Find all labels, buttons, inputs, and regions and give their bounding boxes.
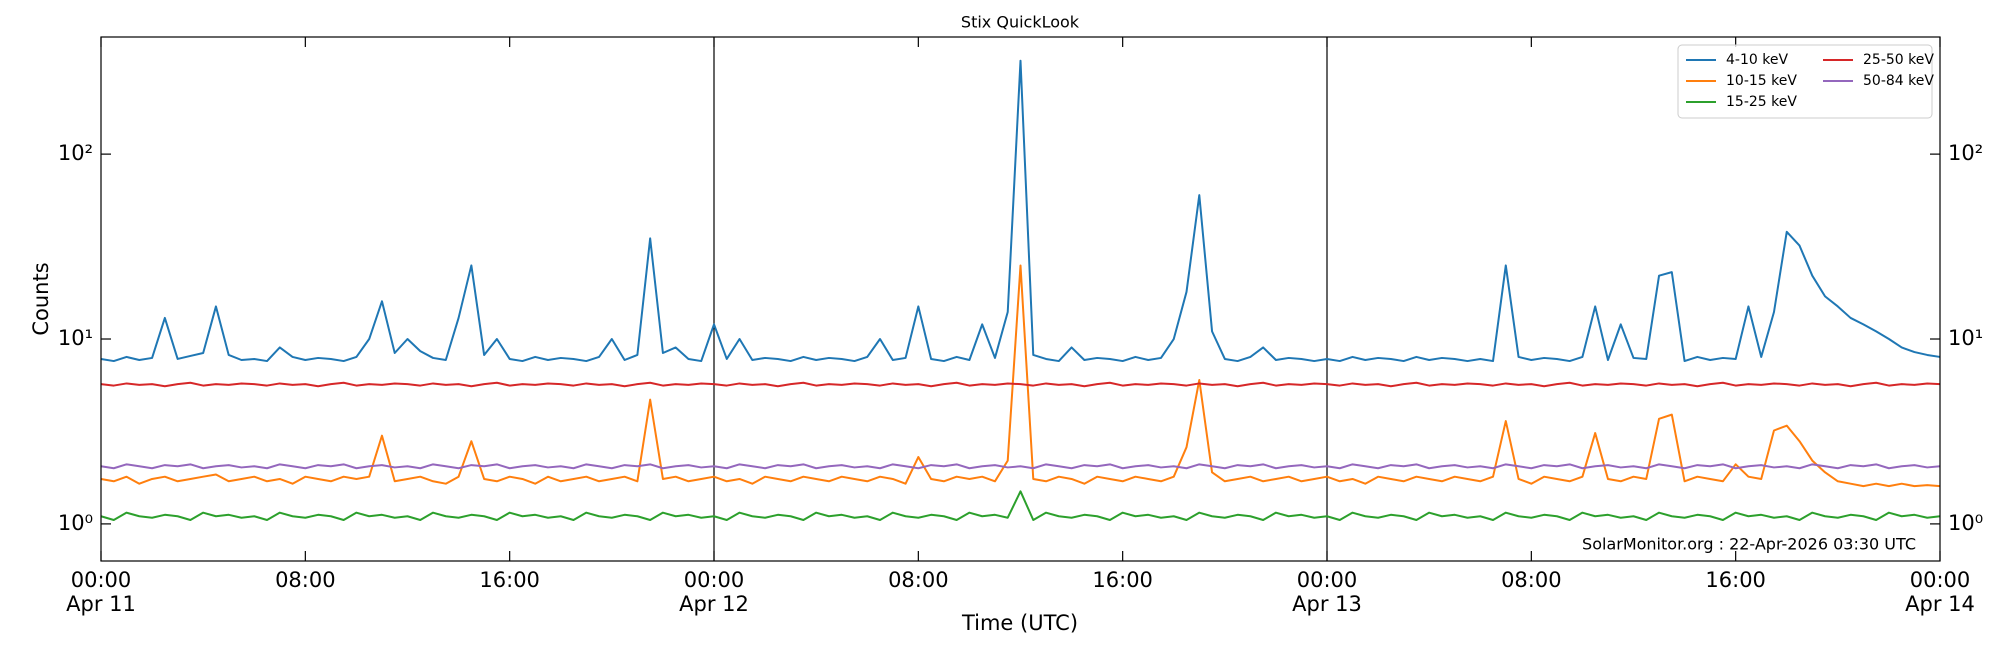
legend-label: 15-25 keV — [1726, 94, 1797, 110]
legend-box — [1677, 44, 1933, 119]
legend-label: 4-10 keV — [1726, 52, 1788, 68]
plot-frame — [100, 36, 1941, 562]
series-line — [100, 264, 1941, 488]
legend-label: 25-50 keV — [1863, 52, 1934, 68]
legend-label: 10-15 keV — [1726, 73, 1797, 89]
annotation: SolarMonitor.org : 22-Apr-2026 03:30 UTC — [1582, 535, 1916, 554]
x-tick-label: 16:00 — [1092, 568, 1153, 592]
x-tick-label: 08:00 — [888, 568, 949, 592]
x-tick-label: 08:00 — [1501, 568, 1562, 592]
x-axis-label: Time (UTC) — [961, 611, 1078, 635]
x-tick-label: 16:00 — [1705, 568, 1766, 592]
series-line — [100, 381, 1941, 388]
x-tick-label: 16:00 — [479, 568, 540, 592]
x-tick-label: 00:00 Apr 12 — [679, 568, 749, 616]
x-tick-label: 00:00 Apr 13 — [1292, 568, 1362, 616]
legend-label: 50-84 keV — [1863, 73, 1934, 89]
series-line — [100, 59, 1941, 363]
x-tick-label: 00:00 Apr 14 — [1905, 568, 1975, 616]
y-tick-label: 10⁰ — [1948, 511, 1983, 535]
y-tick-label: 10¹ — [58, 326, 93, 350]
y-tick-label: 10² — [58, 141, 93, 165]
series-line — [100, 490, 1941, 521]
y-tick-label: 10¹ — [1948, 326, 1983, 350]
y-axis-label: Counts — [29, 262, 53, 335]
y-tick-label: 10² — [1948, 141, 1983, 165]
chart-title: Stix QuickLook — [961, 13, 1080, 32]
x-tick-label: 08:00 — [275, 568, 336, 592]
y-tick-label: 10⁰ — [58, 511, 93, 535]
series-line — [100, 463, 1941, 470]
x-tick-label: 00:00 Apr 11 — [66, 568, 136, 616]
